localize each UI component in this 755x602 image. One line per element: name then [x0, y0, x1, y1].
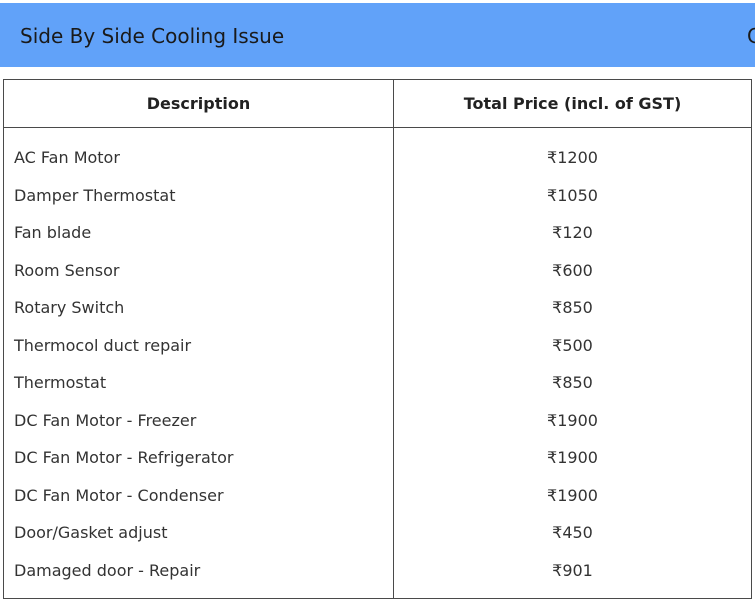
description-cell: Thermocol duct repair	[14, 335, 192, 355]
table-row: Door/Gasket adjust ₹450	[4, 514, 751, 552]
description-cell: Rotary Switch	[14, 298, 125, 318]
table-row: DC Fan Motor - Freezer ₹1900	[4, 402, 751, 440]
price-cell: ₹1900	[547, 410, 598, 430]
description-cell: Room Sensor	[14, 260, 120, 280]
price-table: Description Total Price (incl. of GST) A…	[3, 79, 752, 599]
price-cell: ₹1200	[547, 148, 598, 168]
table-row: Thermostat ₹850	[4, 364, 751, 402]
description-cell: Door/Gasket adjust	[14, 523, 168, 543]
table-row: AC Fan Motor ₹1200	[4, 139, 751, 177]
description-cell: DC Fan Motor - Refrigerator	[14, 448, 234, 468]
section-header: Side By Side Cooling Issue C	[0, 3, 755, 67]
table-row: DC Fan Motor - Condenser ₹1900	[4, 477, 751, 515]
table-row: Thermocol duct repair ₹500	[4, 327, 751, 365]
price-cell: ₹600	[552, 260, 593, 280]
price-cell: ₹1050	[547, 185, 598, 205]
description-cell: Fan blade	[14, 223, 92, 243]
description-cell: Thermostat	[14, 373, 107, 393]
price-cell: ₹901	[552, 560, 593, 580]
price-cell: ₹1900	[547, 485, 598, 505]
description-cell: Damaged door - Repair	[14, 560, 201, 580]
price-cell: ₹850	[552, 373, 593, 393]
table-row: Rotary Switch ₹850	[4, 289, 751, 327]
column-divider	[393, 80, 394, 598]
price-cell: ₹500	[552, 335, 593, 355]
table-row: Damper Thermostat ₹1050	[4, 177, 751, 215]
table-row: Damaged door - Repair ₹901	[4, 552, 751, 590]
description-cell: DC Fan Motor - Condenser	[14, 485, 224, 505]
column-header-total-price: Total Price (incl. of GST)	[463, 94, 682, 113]
price-cell: ₹450	[552, 523, 593, 543]
description-cell: DC Fan Motor - Freezer	[14, 410, 197, 430]
description-cell: Damper Thermostat	[14, 185, 176, 205]
section-title: Side By Side Cooling Issue	[20, 24, 285, 48]
header-divider	[4, 127, 751, 128]
price-cell: ₹850	[552, 298, 593, 318]
column-header-description: Description	[146, 94, 251, 113]
table-row: Fan blade ₹120	[4, 214, 751, 252]
description-cell: AC Fan Motor	[14, 148, 120, 168]
clipped-header-text: C	[747, 24, 755, 48]
price-cell: ₹120	[552, 223, 593, 243]
table-body: AC Fan Motor ₹1200 Damper Thermostat ₹10…	[4, 139, 751, 589]
table-row: Room Sensor ₹600	[4, 252, 751, 290]
table-row: DC Fan Motor - Refrigerator ₹1900	[4, 439, 751, 477]
price-cell: ₹1900	[547, 448, 598, 468]
